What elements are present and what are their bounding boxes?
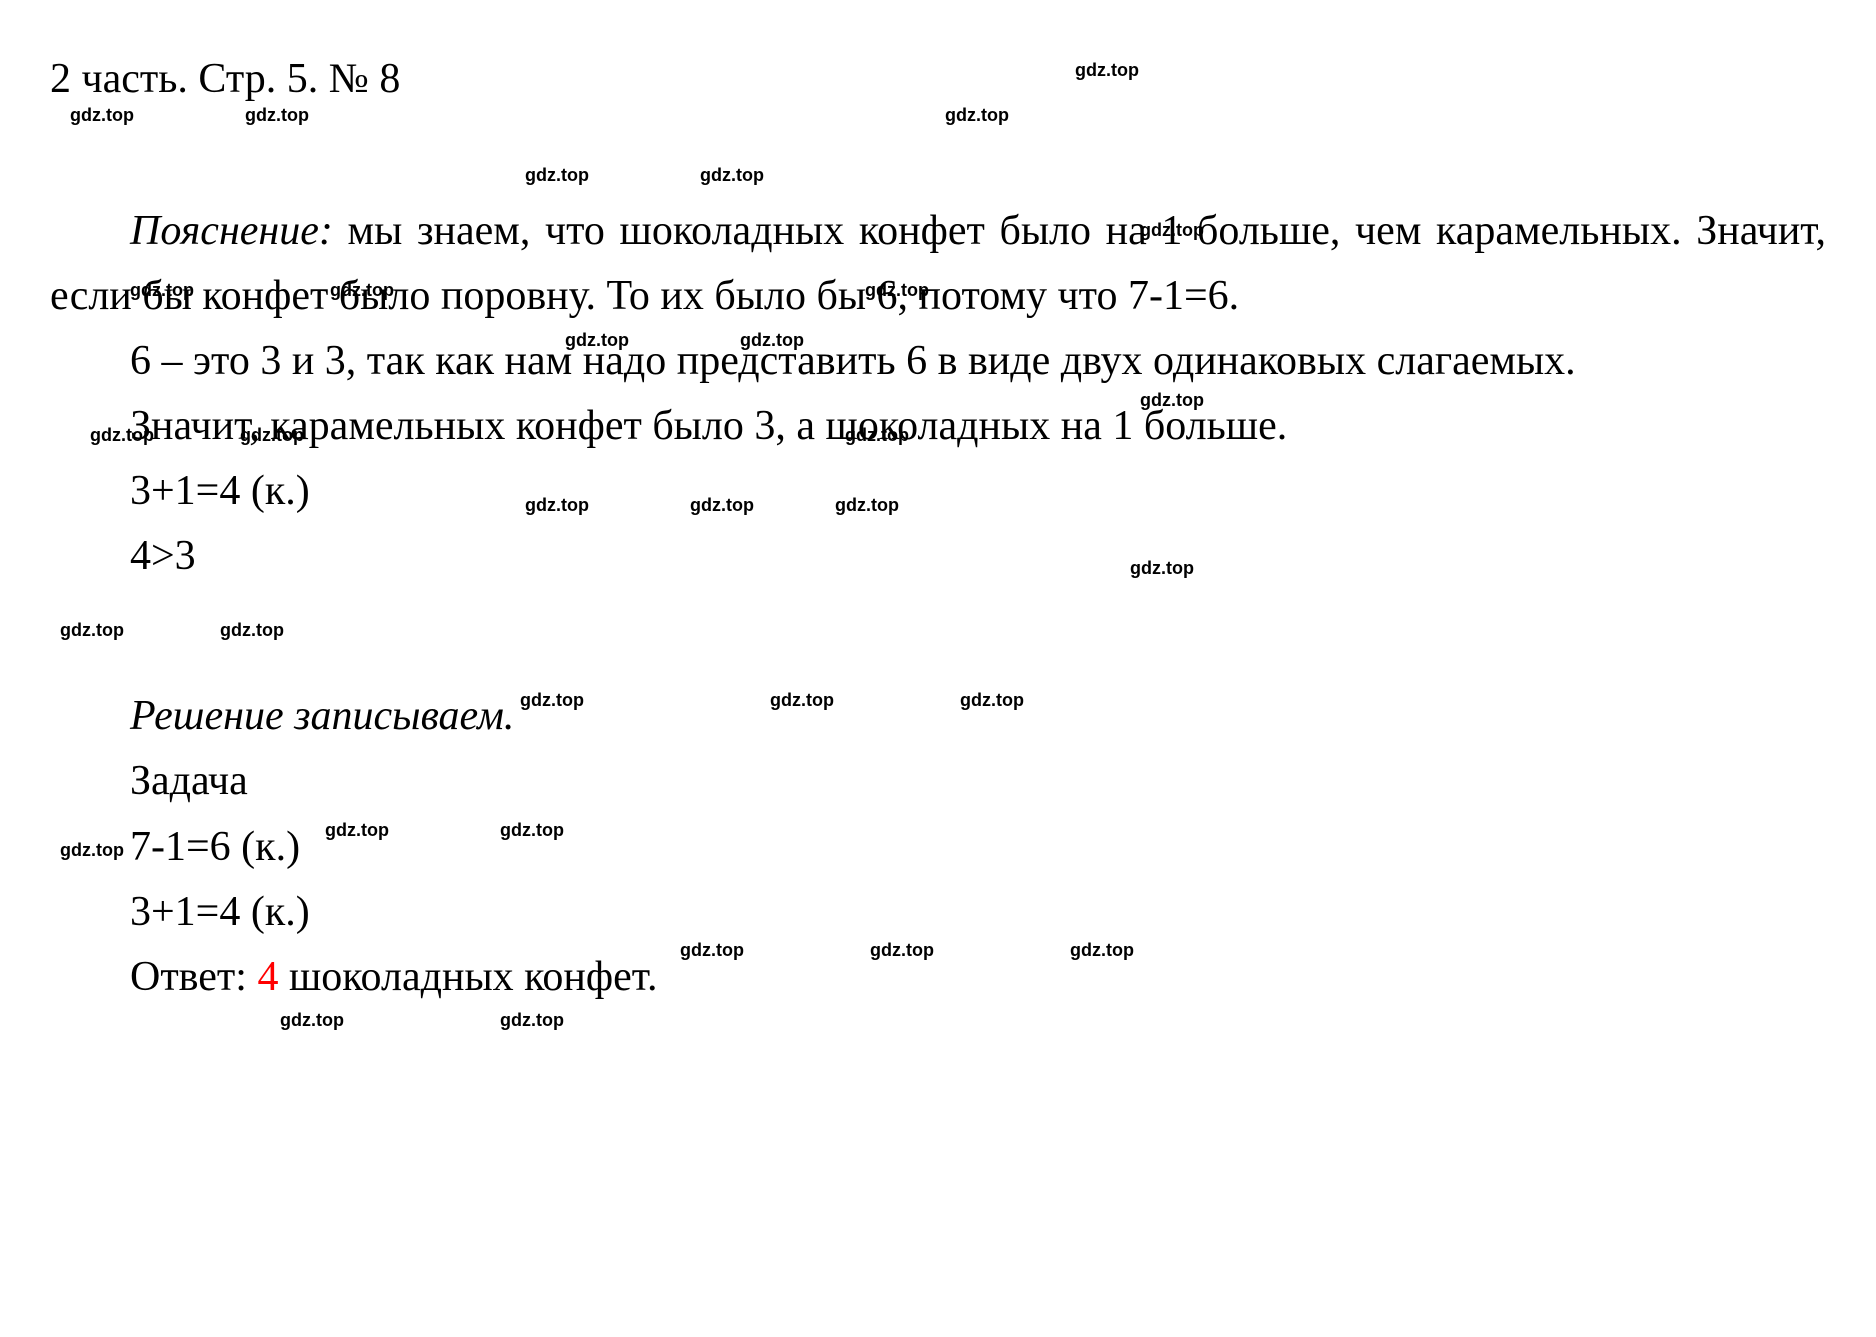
explanation-label: Пояснение: [130,208,333,254]
task-label: Задача [50,749,1826,814]
solution-label: Решение записываем. [50,684,1826,749]
solution-line-2: 3+1=4 (к.) [50,880,1826,945]
watermark-text: gdz.top [280,1010,344,1031]
explanation-paragraph-2: 6 – это 3 и 3, так как нам надо представ… [50,329,1826,394]
watermark-text: gdz.top [500,1010,564,1031]
solution-line-1: 7-1=6 (к.) [50,815,1826,880]
answer-line: Ответ: 4 шоколадных конфет. [50,945,1826,1010]
answer-rest: шоколадных конфет. [278,954,657,1000]
answer-label: Ответ: [130,954,257,1000]
expression-2: 4>3 [50,524,1826,589]
answer-value: 4 [257,954,278,1000]
expression-1: 3+1=4 (к.) [50,459,1826,524]
explanation-paragraph-1: Пояснение: мы знаем, что шоколадных конф… [50,199,1826,329]
page-header: 2 часть. Стр. 5. № 8 [50,50,1826,109]
explanation-paragraph-3: Значит, карамельных конфет было 3, а шок… [50,394,1826,459]
